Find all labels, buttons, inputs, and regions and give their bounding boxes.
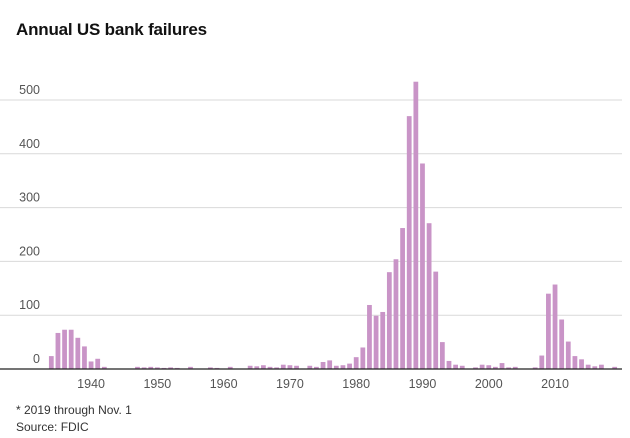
- bar-2008: [539, 355, 545, 369]
- bar-1981: [360, 347, 366, 369]
- bar-2011: [559, 319, 565, 369]
- bar-1970: [287, 365, 293, 369]
- bar-1964: [247, 365, 253, 369]
- bar-1979: [347, 363, 352, 369]
- bar-1987: [400, 228, 405, 369]
- bar-1934: [48, 356, 54, 369]
- bar-1942: [101, 366, 107, 369]
- y-tick-label: 100: [19, 298, 40, 312]
- bar-1966: [261, 365, 266, 369]
- bar-1955: [188, 366, 193, 369]
- y-tick-label: 500: [19, 83, 40, 97]
- bar-1939: [82, 346, 87, 369]
- bar-2015: [585, 364, 591, 369]
- bar-1935: [55, 332, 61, 369]
- bar-1986: [393, 259, 399, 369]
- bar-1968: [274, 367, 280, 369]
- bar-1991: [426, 223, 432, 369]
- bar-2014: [579, 359, 584, 369]
- bar-1975: [320, 362, 326, 369]
- bar-1969: [280, 364, 286, 369]
- bar-1990: [420, 163, 425, 369]
- bar-1971: [294, 365, 299, 369]
- bar-2004: [512, 366, 518, 369]
- bar-2000: [486, 365, 492, 369]
- bars: [48, 81, 618, 370]
- x-axis-ticks: 1940 1950 1960 1970 1980 1990 2000 2010: [77, 377, 569, 391]
- bar-1995: [453, 364, 458, 369]
- bar-1996: [459, 365, 465, 369]
- bar-2001: [493, 366, 498, 369]
- bar-2002: [499, 363, 505, 369]
- bar-2019: [612, 366, 618, 369]
- x-tick-label: 1990: [409, 377, 437, 391]
- source-note: Source: FDIC: [16, 420, 89, 434]
- y-tick-label: 400: [19, 137, 40, 151]
- bar-1937: [68, 329, 74, 369]
- bar-1940: [88, 361, 94, 369]
- bar-1974: [314, 366, 319, 369]
- bar-1980: [353, 357, 359, 369]
- bar-2003: [506, 367, 512, 369]
- bar-1989: [413, 81, 419, 370]
- y-tick-label: 0: [33, 352, 40, 366]
- bar-1949: [148, 366, 154, 369]
- y-tick-label: 200: [19, 244, 40, 258]
- bar-1936: [62, 329, 67, 369]
- bar-1985: [386, 272, 392, 369]
- bar-2009: [546, 293, 551, 369]
- bar-2012: [565, 341, 571, 369]
- bar-2013: [572, 356, 578, 369]
- x-tick-label: 2010: [541, 377, 569, 391]
- y-tick-label: 300: [19, 191, 40, 205]
- bar-2007: [532, 367, 538, 369]
- bar-1948: [141, 367, 147, 369]
- x-tick-label: 1980: [342, 377, 370, 391]
- chart-title: Annual US bank failures: [16, 20, 207, 39]
- bar-1952: [168, 367, 173, 369]
- bar-1977: [333, 365, 339, 369]
- x-tick-label: 1950: [143, 377, 171, 391]
- x-tick-label: 2000: [475, 377, 503, 391]
- gridlines: [0, 99, 622, 316]
- bar-1984: [380, 311, 386, 369]
- bar-2016: [592, 366, 598, 369]
- bar-1973: [307, 365, 313, 369]
- bar-1958: [208, 367, 213, 369]
- bar-1950: [154, 367, 160, 369]
- bar-1992: [433, 271, 439, 369]
- bar-1993: [439, 342, 445, 369]
- bar-1965: [254, 366, 260, 369]
- footnote: * 2019 through Nov. 1: [16, 403, 132, 417]
- bar-1988: [406, 116, 412, 369]
- bar-1994: [446, 360, 452, 369]
- bar-1999: [479, 364, 485, 369]
- x-tick-label: 1940: [77, 377, 105, 391]
- bar-1941: [95, 358, 101, 369]
- bar-1967: [267, 366, 273, 369]
- x-tick-label: 1970: [276, 377, 304, 391]
- bar-1983: [373, 315, 379, 369]
- y-axis-ticks: 0 100 200 300 400 500: [19, 83, 40, 366]
- bar-2017: [599, 364, 604, 369]
- bar-1998: [473, 367, 478, 369]
- bar-1938: [75, 337, 81, 369]
- bar-1978: [340, 365, 346, 369]
- bar-1976: [327, 360, 333, 369]
- bar-1982: [367, 304, 372, 369]
- bar-chart: 0 100 200 300 400 500 1940 1950 1960 1970 1980 199…: [0, 81, 622, 391]
- bar-1961: [227, 366, 233, 369]
- bar-1947: [135, 366, 140, 369]
- bar-2010: [552, 284, 558, 369]
- x-tick-label: 1960: [210, 377, 238, 391]
